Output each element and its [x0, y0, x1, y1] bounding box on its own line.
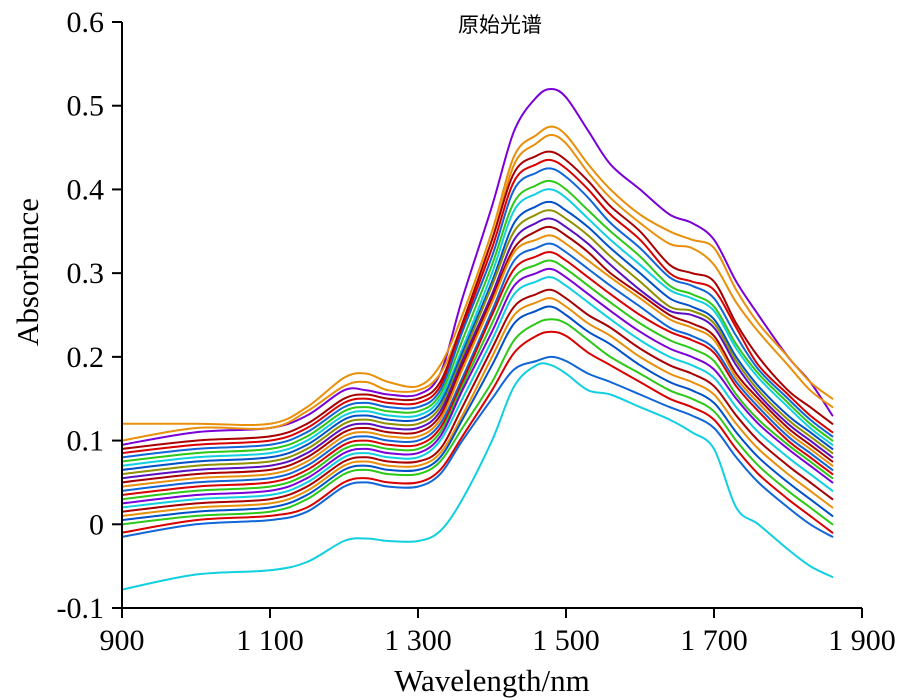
y-tick-label: 0.5 — [67, 90, 105, 123]
y-tick-label: 0.2 — [67, 341, 105, 374]
spectrum-line-4 — [121, 150, 834, 450]
spectrum-line-18 — [121, 276, 834, 509]
x-axis-ticks: 900 1 100 1 300 1 500 1 700 1 900 — [100, 608, 896, 657]
y-tick-label: 0 — [89, 508, 104, 541]
spectrum-line-1 — [121, 88, 834, 446]
spectrum-line-10 — [121, 209, 834, 476]
spectrum-line-22 — [121, 318, 834, 526]
y-tick-label: 0.4 — [67, 173, 105, 206]
y-axis-ticks: -0.1 0 0.1 0.2 0.3 0.4 0.5 0.6 — [57, 6, 122, 625]
spectrum-line-12 — [121, 225, 834, 484]
y-tick-label: 0.6 — [67, 6, 105, 39]
y-tick-label: 0.1 — [67, 425, 105, 458]
y-axis-title: Absorbance — [10, 198, 45, 346]
spectrum-line-15 — [121, 251, 834, 496]
x-tick-label: 1 100 — [236, 624, 304, 657]
spectrum-line-20 — [121, 297, 834, 517]
spectrum-line-8 — [121, 188, 834, 467]
spectrum-line-17 — [121, 267, 834, 505]
y-tick-label: -0.1 — [57, 592, 105, 625]
spectrum-line-7 — [121, 179, 834, 463]
x-tick-label: 1 700 — [680, 624, 748, 657]
spectrum-line-5 — [121, 158, 834, 455]
spectrum-line-21 — [121, 305, 834, 522]
spectrum-line-16 — [121, 259, 834, 501]
spectrum-line-3 — [121, 134, 834, 442]
y-tick-label: 0.3 — [67, 257, 105, 290]
spectrum-line-2 — [121, 125, 834, 427]
spectrum-line-6 — [121, 167, 834, 459]
spectrum-line-23 — [121, 330, 834, 534]
spectrum-line-19 — [121, 288, 834, 513]
x-tick-label: 1 300 — [384, 624, 452, 657]
chart-title: 原始光谱 — [458, 13, 542, 37]
x-axis-title: Wavelength/nm — [394, 663, 590, 698]
spectrum-line-11 — [121, 217, 834, 480]
spectrum-line-13 — [121, 234, 834, 488]
spectrum-line-14 — [121, 242, 834, 492]
x-tick-label: 900 — [100, 624, 145, 657]
series-layer — [121, 88, 834, 591]
spectrum-line-9 — [121, 200, 834, 471]
spectrum-line-24 — [121, 355, 834, 538]
x-tick-label: 1 500 — [532, 624, 600, 657]
x-tick-label: 1 900 — [828, 624, 896, 657]
spectrum-line-25 — [121, 362, 834, 591]
